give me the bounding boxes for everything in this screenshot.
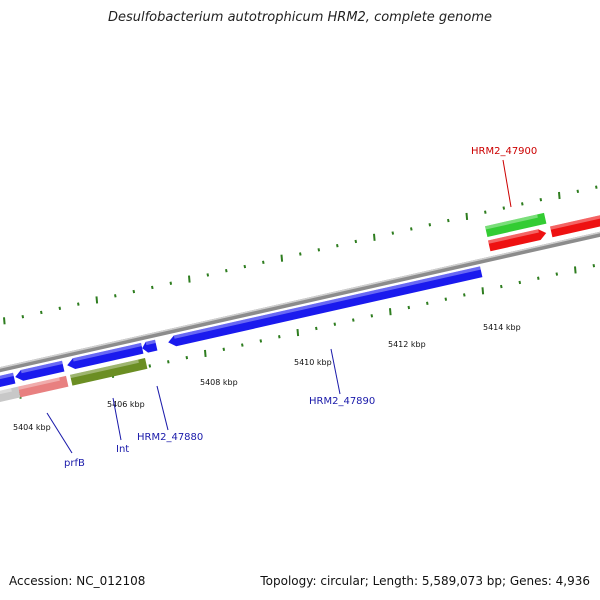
- inner-tick-minor: [148, 364, 152, 368]
- gene-label-Int: Int: [116, 444, 129, 455]
- leader-line-Int: [112, 397, 122, 441]
- inner-tick-major: [574, 266, 577, 274]
- outer-tick-minor: [225, 269, 228, 273]
- outer-tick-row: [3, 185, 598, 325]
- outer-tick-minor: [77, 302, 80, 306]
- tick-label-5408: 5408 kbp: [200, 378, 238, 387]
- genome-title: Desulfobacterium autotrophicum HRM2, com…: [107, 10, 493, 25]
- inner-tick-minor: [463, 293, 466, 297]
- inner-tick-minor: [370, 314, 374, 318]
- inner-tick-minor: [444, 297, 448, 301]
- outer-tick-major: [373, 233, 376, 241]
- accession-label: Accession: NC_012108: [9, 574, 146, 588]
- gene-labels: prfB Int HRM2_47880 HRM2_47890 HRM2_47900: [46, 146, 537, 469]
- inner-tick-minor: [167, 360, 170, 364]
- backbone-highlight: [0, 229, 600, 372]
- gene-label-prfB: prfB: [64, 458, 85, 469]
- tick-label-5414: 5414 kbp: [483, 323, 521, 332]
- outer-tick-minor: [243, 264, 247, 269]
- inner-tick-minor: [352, 318, 355, 322]
- outer-tick-minor: [169, 281, 173, 285]
- inner-tick-minor: [222, 347, 226, 351]
- outer-tick-major: [95, 296, 99, 304]
- tick-label-5412: 5412 kbp: [388, 340, 426, 349]
- tick-label-5404: 5404 kbp: [13, 423, 51, 432]
- cds-feature-gray: [0, 386, 21, 406]
- outer-tick-minor: [576, 189, 580, 194]
- outer-tick-minor: [521, 202, 524, 206]
- outer-tick-minor: [40, 310, 43, 315]
- outer-tick-major: [465, 212, 469, 220]
- backbone-band: [0, 229, 600, 375]
- inner-tick-minor: [278, 335, 281, 339]
- tick-labels: 5404 kbp 5406 kbp 5408 kbp 5410 kbp 5412 kbp…: [13, 323, 521, 432]
- outer-tick-minor: [484, 210, 487, 214]
- leader-line-HRM2_47900: [502, 159, 512, 208]
- cds-feature-prfB: [18, 375, 69, 398]
- outer-tick-minor: [428, 223, 432, 227]
- cds-feature-red-2: [550, 212, 600, 238]
- inner-tick-major: [296, 328, 300, 337]
- gene-label-HRM2_47900: HRM2_47900: [471, 146, 537, 157]
- outer-tick-minor: [539, 197, 543, 202]
- outer-tick-minor: [151, 285, 154, 290]
- leader-line-prfB: [46, 412, 73, 454]
- inner-tick-minor: [407, 305, 411, 310]
- outer-tick-minor: [58, 306, 62, 311]
- outer-tick-minor: [410, 227, 413, 231]
- outer-tick-minor: [595, 185, 598, 189]
- tick-label-5406: 5406 kbp: [107, 400, 145, 409]
- inner-tick-minor: [185, 355, 189, 360]
- genome-summary: Topology: circular; Length: 5,589,073 bp…: [260, 574, 590, 588]
- inner-tick-minor: [241, 343, 244, 347]
- gene-label-HRM2_47890: HRM2_47890: [309, 396, 375, 407]
- outer-tick-minor: [132, 289, 136, 294]
- genome-backbone: [0, 229, 600, 375]
- outer-tick-major: [280, 254, 284, 262]
- outer-tick-major: [3, 317, 6, 325]
- outer-tick-minor: [262, 260, 265, 265]
- outer-tick-minor: [317, 248, 321, 252]
- cds-feature-3: [67, 342, 144, 370]
- outer-tick-minor: [354, 239, 358, 244]
- inner-tick-minor: [518, 280, 522, 285]
- gene-features: [0, 212, 600, 406]
- inner-tick-minor: [259, 339, 263, 343]
- cds-feature-HRM2_47890: [168, 266, 483, 347]
- outer-tick-minor: [114, 294, 117, 298]
- inner-tick-major: [481, 287, 485, 295]
- outer-tick-minor: [206, 273, 210, 277]
- inner-tick-minor: [537, 276, 540, 280]
- inner-tick-minor: [555, 272, 559, 276]
- gene-label-HRM2_47880: HRM2_47880: [137, 432, 203, 443]
- inner-tick-minor: [500, 284, 503, 289]
- cds-feature-red-1: [488, 229, 547, 252]
- outer-tick-major: [188, 275, 191, 283]
- outer-tick-major: [558, 191, 561, 200]
- leader-line-HRM2_47880: [156, 385, 169, 431]
- inner-tick-minor: [426, 301, 429, 306]
- outer-tick-minor: [502, 206, 506, 210]
- cds-feature-2: [15, 360, 65, 381]
- inner-tick-minor: [592, 264, 596, 268]
- inner-tick-major: [389, 308, 392, 316]
- cds-feature-Int: [70, 358, 148, 386]
- leader-line-HRM2_47890: [330, 348, 341, 395]
- outer-tick-minor: [299, 252, 302, 256]
- inner-tick-minor: [333, 322, 337, 326]
- outer-tick-minor: [21, 314, 25, 319]
- tick-label-5410: 5410 kbp: [294, 358, 332, 367]
- cds-feature-HRM2_47900: [485, 212, 547, 237]
- outer-tick-minor: [447, 218, 450, 223]
- inner-tick-major: [204, 349, 207, 358]
- cds-feature-1: [0, 372, 16, 390]
- cds-feature-4: [142, 339, 158, 353]
- outer-tick-minor: [391, 231, 395, 235]
- inner-tick-minor: [315, 326, 318, 331]
- outer-tick-minor: [336, 243, 339, 248]
